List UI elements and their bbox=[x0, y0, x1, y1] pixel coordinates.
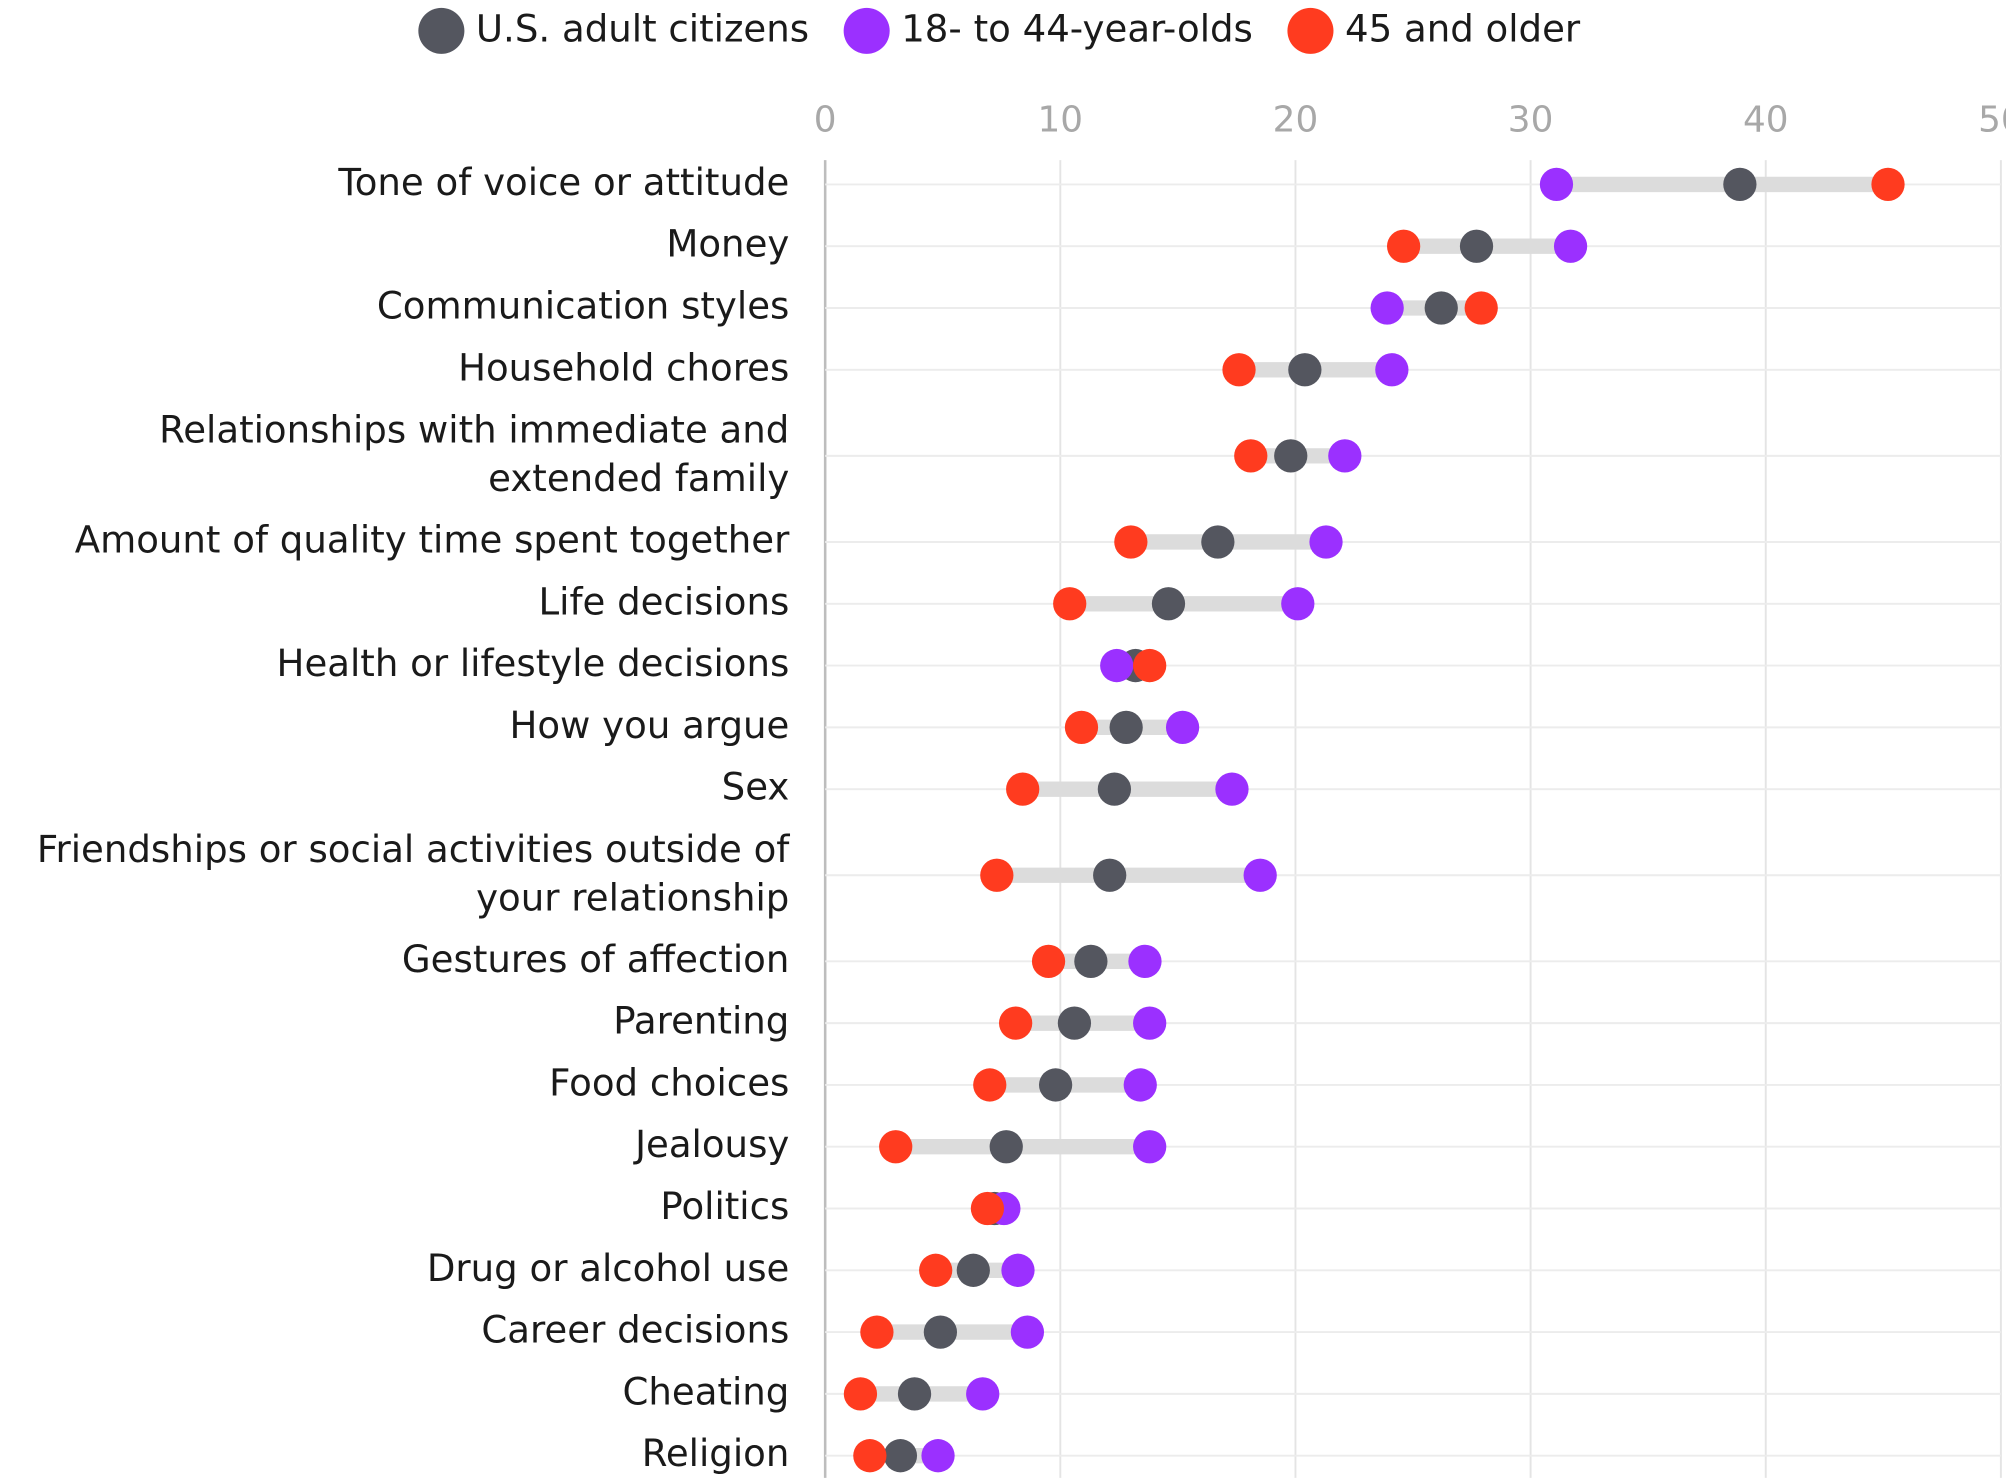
dot bbox=[1386, 229, 1421, 263]
dot bbox=[1723, 167, 1757, 202]
dot bbox=[1215, 772, 1249, 806]
dot bbox=[1133, 648, 1167, 683]
dot bbox=[1464, 291, 1498, 325]
dot bbox=[1038, 1068, 1073, 1102]
dot bbox=[1243, 858, 1277, 892]
dot bbox=[1309, 525, 1343, 559]
dot bbox=[1370, 291, 1404, 325]
dot bbox=[956, 1253, 990, 1287]
dot bbox=[1053, 587, 1087, 621]
dot bbox=[853, 1439, 887, 1473]
dot bbox=[1010, 1315, 1045, 1349]
dot bbox=[860, 1315, 894, 1349]
dot bbox=[966, 1377, 1000, 1411]
dot bbox=[1031, 944, 1066, 978]
category-label: Religion bbox=[642, 1432, 790, 1475]
dot bbox=[1871, 167, 1905, 202]
category-label: Jealousy bbox=[633, 1123, 789, 1166]
dot bbox=[970, 1191, 1005, 1226]
dot bbox=[843, 1377, 878, 1411]
category-label: Sex bbox=[722, 766, 790, 809]
dot bbox=[919, 1253, 953, 1287]
legend-swatch bbox=[1287, 7, 1334, 54]
dot bbox=[1222, 353, 1256, 387]
dot bbox=[879, 1130, 913, 1164]
dot bbox=[1459, 229, 1494, 263]
dot bbox=[883, 1439, 918, 1473]
category-label: Cheating bbox=[622, 1370, 789, 1413]
dot bbox=[1201, 525, 1235, 559]
dot bbox=[1097, 772, 1132, 806]
dot bbox=[1109, 710, 1143, 744]
x-tick-label: 10 bbox=[1038, 100, 1084, 141]
dot bbox=[1281, 587, 1315, 621]
dot bbox=[1128, 944, 1162, 978]
dot bbox=[1057, 1006, 1092, 1040]
dot bbox=[1093, 858, 1127, 892]
category-label: Career decisions bbox=[481, 1309, 789, 1352]
dot bbox=[1288, 353, 1322, 387]
legend-swatch bbox=[418, 7, 465, 54]
category-label: Relationships with immediate and extended… bbox=[159, 408, 789, 500]
x-tick-label: 20 bbox=[1273, 100, 1319, 141]
category-label: Gestures of affection bbox=[402, 938, 789, 981]
category-label: Tone of voice or attitude bbox=[337, 161, 789, 204]
dot bbox=[989, 1130, 1023, 1164]
category-label: Life decisions bbox=[538, 580, 789, 623]
dot bbox=[999, 1006, 1033, 1040]
dot bbox=[1553, 229, 1588, 263]
legend-label: 45 and older bbox=[1345, 7, 1581, 50]
x-tick-label: 40 bbox=[1743, 100, 1789, 141]
category-label: Parenting bbox=[613, 1000, 789, 1043]
dot bbox=[1375, 353, 1409, 387]
dot bbox=[1328, 439, 1362, 473]
dot bbox=[1064, 710, 1099, 744]
dot bbox=[1100, 648, 1134, 683]
x-tick-label: 0 bbox=[814, 100, 837, 141]
category-label: Friendships or social activities outside… bbox=[37, 827, 790, 919]
category-label: Amount of quality time spent together bbox=[75, 518, 790, 561]
category-label: Politics bbox=[660, 1185, 789, 1228]
dot bbox=[1424, 291, 1458, 325]
dot bbox=[1133, 1006, 1167, 1040]
category-label: Household chores bbox=[458, 346, 789, 389]
category-label: Food choices bbox=[549, 1061, 789, 1104]
dot bbox=[1165, 710, 1200, 744]
category-label: Communication styles bbox=[377, 284, 789, 327]
category-label: How you argue bbox=[509, 704, 789, 747]
category-label: Drug or alcohol use bbox=[427, 1247, 789, 1290]
legend-label: 18- to 44-year-olds bbox=[901, 7, 1253, 50]
dot bbox=[980, 858, 1014, 892]
legend-swatch bbox=[843, 7, 890, 54]
dot bbox=[1274, 439, 1308, 473]
dot bbox=[1123, 1068, 1157, 1102]
dot bbox=[1234, 439, 1268, 473]
dot bbox=[1001, 1253, 1035, 1287]
dot bbox=[1151, 587, 1186, 621]
dot bbox=[1006, 772, 1040, 806]
x-tick-label: 50 bbox=[1978, 100, 2006, 141]
x-tick-label: 30 bbox=[1508, 100, 1554, 141]
dot bbox=[1074, 944, 1108, 978]
category-label: Money bbox=[666, 223, 789, 266]
dot bbox=[923, 1315, 958, 1349]
dot bbox=[973, 1068, 1007, 1102]
dot bbox=[1133, 1130, 1167, 1164]
legend-label: U.S. adult citizens bbox=[476, 7, 809, 50]
category-label: Health or lifestyle decisions bbox=[277, 642, 790, 685]
dot bbox=[921, 1439, 955, 1473]
dot bbox=[897, 1377, 932, 1411]
dot bbox=[1539, 167, 1574, 202]
dot bbox=[1114, 525, 1148, 559]
